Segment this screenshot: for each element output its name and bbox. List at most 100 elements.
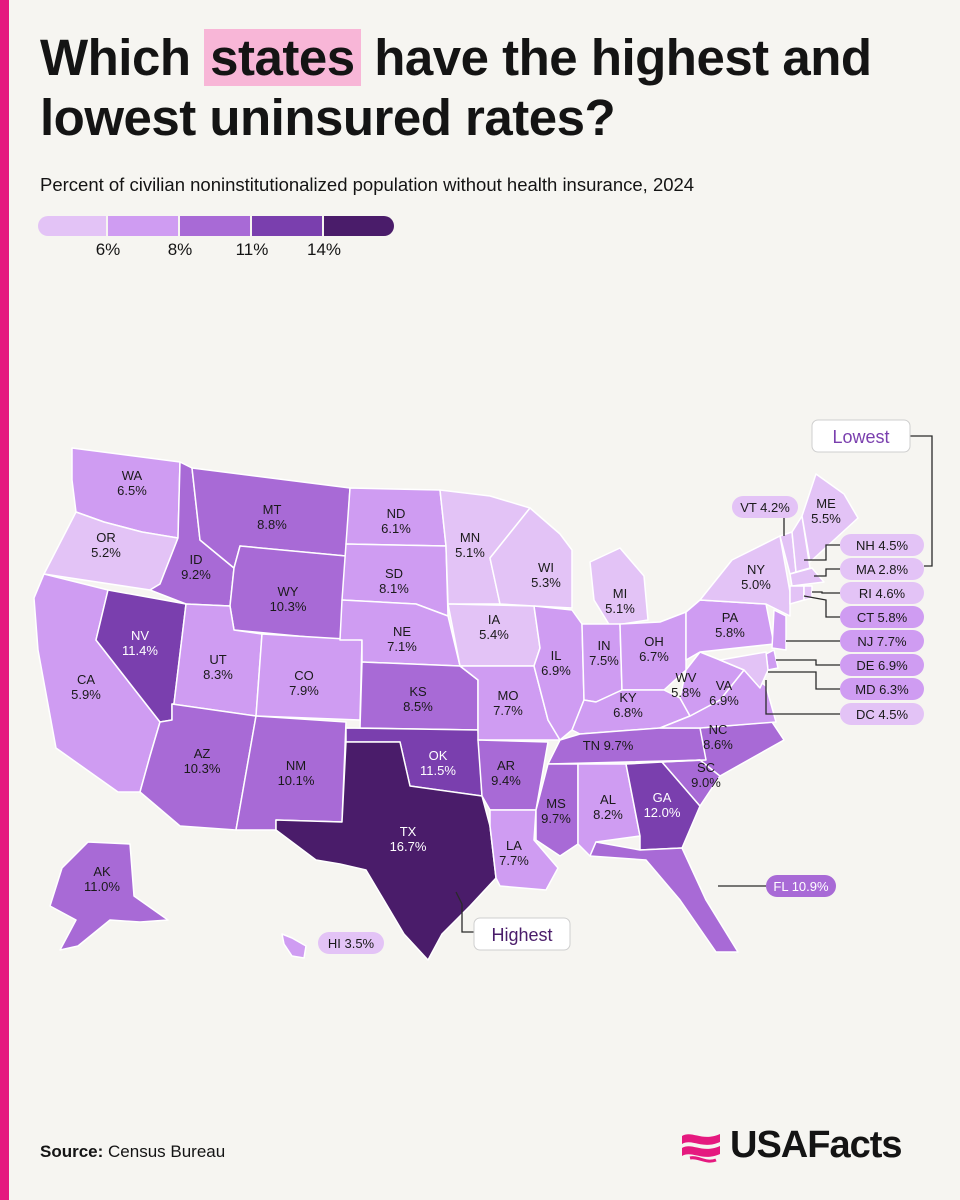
state-code-ms: MS	[546, 796, 566, 811]
state-code-co: CO	[294, 668, 314, 683]
state-nj	[771, 609, 787, 651]
state-value-mi: 5.1%	[605, 601, 635, 616]
state-code-in: IN	[598, 638, 611, 653]
svg-text:FL 10.9%: FL 10.9%	[773, 879, 829, 894]
state-mi	[589, 547, 649, 627]
state-code-la: LA	[506, 838, 522, 853]
title-highlight: states	[204, 29, 361, 86]
state-code-wy: WY	[278, 584, 299, 599]
state-value-wy: 10.3%	[270, 599, 307, 614]
callout-ma: MA 2.8%	[840, 558, 924, 580]
callout-ct: CT 5.8%	[840, 606, 924, 628]
callout-md: MD 6.3%	[840, 678, 924, 700]
state-value-il: 6.9%	[541, 663, 571, 678]
state-ct	[789, 585, 805, 605]
legend-swatch-2	[108, 216, 178, 236]
leader-md	[768, 671, 840, 690]
leader-de	[776, 659, 840, 666]
state-code-mi: MI	[613, 586, 627, 601]
state-value-nd: 6.1%	[381, 521, 411, 536]
state-value-mo: 7.7%	[493, 703, 523, 718]
leader-ri	[812, 591, 840, 594]
callout-fl: FL 10.9%	[766, 875, 836, 897]
state-value-wa: 6.5%	[117, 483, 147, 498]
state-code-nd: ND	[387, 506, 406, 521]
svg-text:MA 2.8%: MA 2.8%	[856, 562, 908, 577]
state-code-or: OR	[96, 530, 116, 545]
state-ma	[789, 567, 825, 587]
legend-tick-14: 14%	[306, 240, 342, 259]
state-value-al: 8.2%	[593, 807, 623, 822]
state-code-ut: UT	[209, 652, 226, 667]
state-value-wv: 5.8%	[671, 685, 701, 700]
state-code-ga: GA	[653, 790, 672, 805]
annotation-lowest: Lowest	[811, 419, 911, 453]
state-me	[801, 473, 859, 563]
state-value-ak: 11.0%	[84, 879, 120, 894]
legend-tick-8: 8%	[167, 240, 193, 259]
state-value-ia: 5.4%	[479, 627, 509, 642]
svg-text:MD 6.3%: MD 6.3%	[855, 682, 909, 697]
state-value-pa: 5.8%	[715, 625, 745, 640]
state-code-oh: OH	[644, 634, 664, 649]
subtitle: Percent of civilian noninstitutionalized…	[40, 174, 695, 195]
state-value-sd: 8.1%	[379, 581, 409, 596]
state-value-or: 5.2%	[91, 545, 121, 560]
state-code-ok: OK	[429, 748, 448, 763]
leader-ct	[803, 595, 840, 618]
state-code-wv: WV	[676, 670, 697, 685]
callout-dc: DC 4.5%	[840, 703, 924, 725]
legend-swatch-5	[324, 216, 394, 236]
state-code-ak: AK	[93, 864, 111, 879]
state-code-pa: PA	[722, 610, 739, 625]
state-code-mt: MT	[263, 502, 282, 517]
state-value-ny: 5.0%	[741, 577, 771, 592]
legend-swatch-3	[180, 216, 250, 236]
state-fl	[589, 841, 739, 953]
svg-text:NJ 7.7%: NJ 7.7%	[857, 634, 907, 649]
state-code-ne: NE	[393, 624, 411, 639]
svg-text:DC 4.5%: DC 4.5%	[856, 707, 908, 722]
svg-text:Lowest: Lowest	[832, 427, 889, 447]
state-value-ms: 9.7%	[541, 811, 571, 826]
state-value-co: 7.9%	[289, 683, 319, 698]
leader-dc	[765, 680, 840, 715]
state-value-me: 5.5%	[811, 511, 841, 526]
state-code-al: AL	[600, 792, 616, 807]
state-code-nc: NC	[709, 722, 728, 737]
svg-text:CT 5.8%: CT 5.8%	[857, 610, 908, 625]
state-value-ca: 5.9%	[71, 687, 101, 702]
state-wv	[679, 651, 745, 717]
state-value-la: 7.7%	[499, 853, 529, 868]
svg-text:Highest: Highest	[491, 925, 552, 945]
brand-wordmark: USAFacts	[730, 1124, 902, 1166]
svg-text:HI 3.5%: HI 3.5%	[328, 936, 375, 951]
legend-swatch-4	[252, 216, 322, 236]
state-code-wi: WI	[538, 560, 554, 575]
state-code-ca: CA	[77, 672, 95, 687]
state-value-nc: 8.6%	[703, 737, 733, 752]
state-value-oh: 6.7%	[639, 649, 669, 664]
state-code-wa: WA	[122, 468, 143, 483]
state-value-ga: 12.0%	[644, 805, 681, 820]
state-value-ut: 8.3%	[203, 667, 233, 682]
svg-text:VT 4.2%: VT 4.2%	[740, 500, 790, 515]
state-ak	[49, 841, 169, 951]
state-value-wi: 5.3%	[531, 575, 561, 590]
usafacts-logo: USAFacts	[678, 1124, 928, 1168]
leader-nh	[804, 544, 840, 561]
state-value-mt: 8.8%	[257, 517, 287, 532]
state-code-sc: SC	[697, 760, 715, 775]
state-value-id: 9.2%	[181, 567, 211, 582]
svg-text:DE 6.9%: DE 6.9%	[856, 658, 908, 673]
state-code-mn: MN	[460, 530, 480, 545]
callout-ri: RI 4.6%	[840, 582, 924, 604]
state-value-nm: 10.1%	[278, 773, 315, 788]
state-code-nv: NV	[131, 628, 149, 643]
state-code-ks: KS	[409, 684, 427, 699]
state-label-tn: TN 9.7%	[583, 738, 634, 753]
state-value-mn: 5.1%	[455, 545, 485, 560]
state-code-ar: AR	[497, 758, 515, 773]
state-code-sd: SD	[385, 566, 403, 581]
